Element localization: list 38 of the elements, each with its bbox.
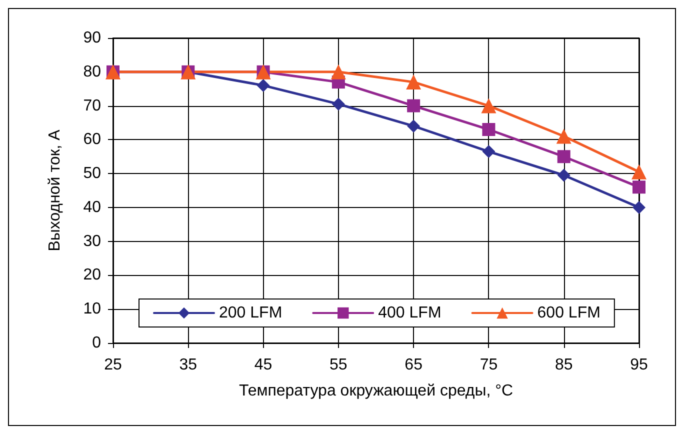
point (482, 145, 496, 158)
y-tick-label: 70 (83, 97, 102, 114)
y-tick-label: 60 (83, 131, 102, 148)
y-tick-label: 40 (83, 198, 102, 216)
point (332, 98, 345, 111)
point (481, 98, 496, 114)
legend-label: 200 LFM (219, 304, 282, 322)
point (256, 78, 270, 92)
x-tick-label: 95 (630, 356, 648, 374)
point (557, 150, 570, 164)
y-tick-label: 0 (92, 334, 102, 352)
point (482, 123, 496, 136)
point (407, 99, 420, 112)
x-tick-label: 75 (480, 356, 498, 374)
point (330, 64, 346, 80)
y-tick-label: 80 (83, 63, 102, 80)
point (632, 164, 646, 180)
x-tick-label: 25 (104, 356, 122, 374)
x-tick-label: 35 (179, 356, 198, 374)
point (406, 74, 422, 90)
legend-label: 600 LFM (537, 304, 600, 322)
x-tick-label: 85 (554, 356, 573, 374)
point (407, 120, 420, 133)
x-axis-title: Температура окружающей среды, °C (238, 382, 514, 400)
x-tick-label: 45 (254, 356, 272, 374)
point (632, 180, 646, 194)
point (556, 128, 572, 144)
y-tick-label: 10 (83, 300, 102, 318)
y-tick-label: 30 (83, 232, 102, 250)
point (632, 200, 646, 214)
point (557, 168, 570, 182)
x-tick-label: 55 (330, 356, 348, 374)
y-tick-label: 20 (83, 266, 102, 284)
y-tick-label: 50 (83, 165, 102, 182)
y-tick-label: 90 (83, 30, 102, 46)
y-axis-title: Выходной ток, А (46, 129, 64, 252)
legend-label: 400 LFM (378, 304, 442, 322)
x-tick-label: 65 (404, 356, 423, 374)
